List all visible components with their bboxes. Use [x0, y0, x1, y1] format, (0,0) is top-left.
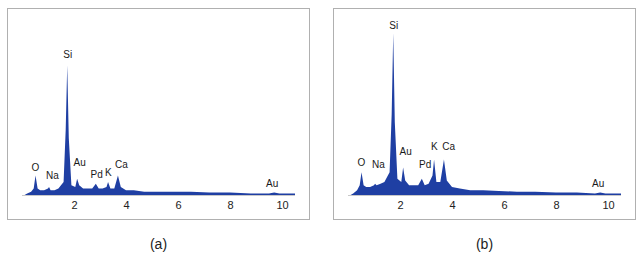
svg-text:Ca: Ca	[115, 159, 128, 170]
svg-text:Si: Si	[63, 49, 72, 60]
svg-text:Si: Si	[389, 20, 398, 31]
html-text:(a): (a)	[149, 236, 168, 252]
svg-text:O: O	[32, 162, 40, 173]
html-text:(b): (b)	[475, 236, 494, 252]
svg-text:Ca: Ca	[442, 141, 455, 152]
svg-text:4: 4	[123, 199, 129, 211]
svg-text:Au: Au	[400, 146, 412, 157]
svg-text:K: K	[105, 167, 112, 178]
svg-text:K: K	[431, 141, 438, 152]
svg-text:Au: Au	[266, 178, 278, 189]
svg-text:6: 6	[501, 199, 507, 211]
svg-text:2: 2	[397, 199, 403, 211]
svg-text:8: 8	[553, 199, 559, 211]
svg-text:2: 2	[71, 199, 77, 211]
svg-text:Pd: Pd	[90, 169, 102, 180]
svg-text:8: 8	[227, 199, 233, 211]
svg-text:Pd: Pd	[419, 159, 431, 170]
svg-text:Au: Au	[74, 157, 86, 168]
svg-text:6: 6	[175, 199, 181, 211]
svg-text:Au: Au	[592, 178, 604, 189]
svg-text:10: 10	[276, 199, 288, 211]
svg-text:10: 10	[602, 199, 614, 211]
svg-text:Na: Na	[372, 159, 385, 170]
svg-text:4: 4	[449, 199, 455, 211]
svg-text:Na: Na	[46, 170, 59, 181]
svg-text:O: O	[358, 157, 366, 168]
